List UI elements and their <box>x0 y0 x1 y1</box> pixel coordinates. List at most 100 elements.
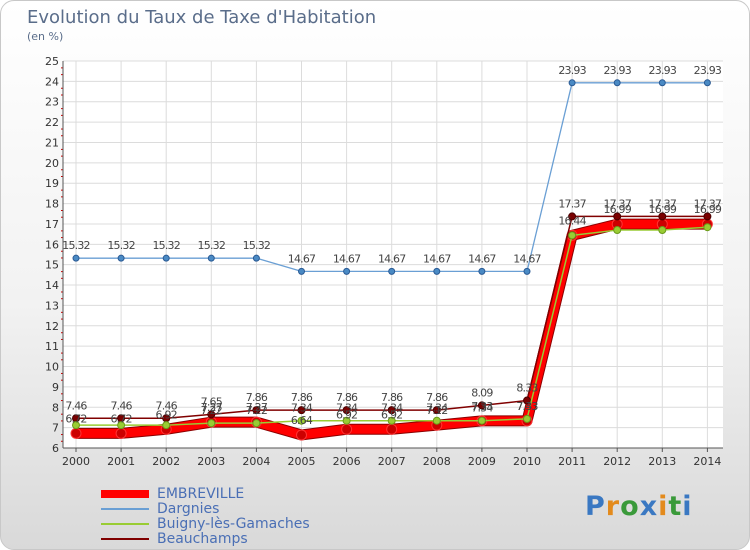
legend-item-buigny: Buigny-lès-Gamaches <box>101 516 310 532</box>
data-label-beauchamps: 7.86 <box>426 391 448 404</box>
data-point-buigny-l-s-gamaches <box>297 416 306 425</box>
data-point-beauchamps <box>342 406 351 415</box>
data-label-embreville: 7.27 <box>201 401 223 414</box>
legend-swatch-buigny <box>101 523 149 525</box>
y-tick-label: 7 <box>52 422 59 435</box>
y-tick-label: 13 <box>45 299 59 312</box>
data-label-dargnies: 23.93 <box>694 64 722 77</box>
y-tick-label: 19 <box>45 177 59 190</box>
y-tick-label: 12 <box>45 320 59 333</box>
data-label-embreville: 6.72 <box>65 412 86 425</box>
y-tick-label: 22 <box>45 116 59 129</box>
logo-letter: x <box>639 491 659 522</box>
x-tick-label: 2007 <box>378 455 406 468</box>
x-tick-label: 2006 <box>333 455 361 468</box>
y-tick-label: 6 <box>52 442 59 455</box>
x-tick-label: 2005 <box>288 455 316 468</box>
data-point-buigny-l-s-gamaches <box>207 419 216 428</box>
plot-area <box>63 61 723 448</box>
data-point-embreville <box>70 427 82 439</box>
data-label-embreville: 6.64 <box>291 414 313 427</box>
data-point-buigny-l-s-gamaches <box>252 419 261 428</box>
data-label-beauchamps: 7.86 <box>381 391 403 404</box>
data-point-embreville <box>115 427 127 439</box>
data-label-beauchamps: 8.33 <box>516 382 538 395</box>
data-label-buigny-l-s-gamaches: 7.34 <box>291 402 313 415</box>
logo-letter: i <box>658 491 669 522</box>
y-tick-label: 10 <box>45 361 59 374</box>
data-point-buigny-l-s-gamaches <box>613 226 622 235</box>
data-label-embreville: 7.27 <box>246 401 268 414</box>
x-tick-label: 2012 <box>603 455 631 468</box>
legend-swatch-beauchamps <box>101 538 149 540</box>
y-tick-label: 20 <box>45 157 59 170</box>
data-label-beauchamps: 17.37 <box>603 197 631 210</box>
data-point-dargnies <box>568 79 576 87</box>
data-point-beauchamps <box>658 212 667 221</box>
data-label-dargnies: 15.32 <box>243 239 271 252</box>
legend-item-embreville: EMBREVILLE <box>101 486 244 502</box>
data-label-dargnies: 14.67 <box>513 252 541 265</box>
legend-swatch-dargnies <box>101 508 149 510</box>
data-point-dargnies <box>478 267 486 275</box>
data-label-dargnies: 15.32 <box>107 239 135 252</box>
data-label-dargnies: 15.32 <box>62 239 90 252</box>
data-point-buigny-l-s-gamaches <box>477 416 486 425</box>
data-label-beauchamps: 17.37 <box>649 197 677 210</box>
proxiti-logo: Proxiti <box>585 491 693 522</box>
x-tick-label: 2002 <box>152 455 180 468</box>
data-point-dargnies <box>388 267 396 275</box>
data-point-beauchamps <box>703 212 712 221</box>
data-point-dargnies <box>117 254 125 262</box>
data-label-beauchamps: 17.37 <box>558 197 586 210</box>
data-point-embreville <box>341 423 353 435</box>
data-label-buigny-l-s-gamaches: 7.22 <box>246 404 267 417</box>
y-tick-label: 23 <box>45 96 59 109</box>
logo-letter: t <box>668 491 683 522</box>
data-point-beauchamps <box>568 212 577 221</box>
data-point-buigny-l-s-gamaches <box>658 226 667 235</box>
data-point-buigny-l-s-gamaches <box>703 223 712 232</box>
x-tick-label: 2008 <box>423 455 451 468</box>
y-tick-label: 18 <box>45 198 59 211</box>
y-tick-label: 24 <box>45 75 59 88</box>
data-label-embreville: 7.33 <box>516 400 538 413</box>
legend-item-dargnies: Dargnies <box>101 501 219 517</box>
data-label-embreville: 16.99 <box>649 203 677 216</box>
data-label-dargnies: 14.67 <box>423 252 451 265</box>
data-point-beauchamps <box>523 396 531 405</box>
data-label-buigny-l-s-gamaches: 7.34 <box>336 402 358 415</box>
data-point-dargnies <box>162 254 170 262</box>
x-tick-label: 2000 <box>62 455 90 468</box>
legend-label-buigny: Buigny-lès-Gamaches <box>157 516 310 532</box>
x-tick-label: 2004 <box>242 455 270 468</box>
x-tick-label: 2014 <box>693 455 721 468</box>
y-tick-label: 11 <box>45 340 59 353</box>
legend-label-dargnies: Dargnies <box>157 501 220 517</box>
data-label-embreville: 7.12 <box>426 404 447 417</box>
y-tick-label: 16 <box>45 238 59 251</box>
chart-title: Evolution du Taux de Taxe d'Habitation <box>27 7 377 28</box>
x-tick-label: 2011 <box>558 455 586 468</box>
y-tick-label: 14 <box>45 279 59 292</box>
x-tick-label: 2003 <box>197 455 225 468</box>
data-label-beauchamps: 8.09 <box>471 386 493 399</box>
data-label-dargnies: 15.32 <box>198 239 226 252</box>
data-point-dargnies <box>298 267 305 275</box>
data-label-beauchamps: 17.37 <box>694 197 722 210</box>
chart-unit: (en %) <box>27 30 64 43</box>
data-point-buigny-l-s-gamaches <box>523 414 531 423</box>
data-point-dargnies <box>252 254 260 262</box>
logo-letter: i <box>682 491 693 522</box>
data-label-dargnies: 14.67 <box>468 252 496 265</box>
data-point-buigny-l-s-gamaches <box>387 416 396 425</box>
data-point-dargnies <box>207 254 215 262</box>
data-point-dargnies <box>433 267 441 275</box>
data-point-dargnies <box>523 267 531 275</box>
data-label-buigny-l-s-gamaches: 7.34 <box>471 402 493 415</box>
y-tick-label: 9 <box>52 381 59 394</box>
legend-label-beauchamps: Beauchamps <box>157 531 248 547</box>
legend-label-embreville: EMBREVILLE <box>157 486 245 502</box>
data-label-dargnies: 23.93 <box>649 64 677 77</box>
